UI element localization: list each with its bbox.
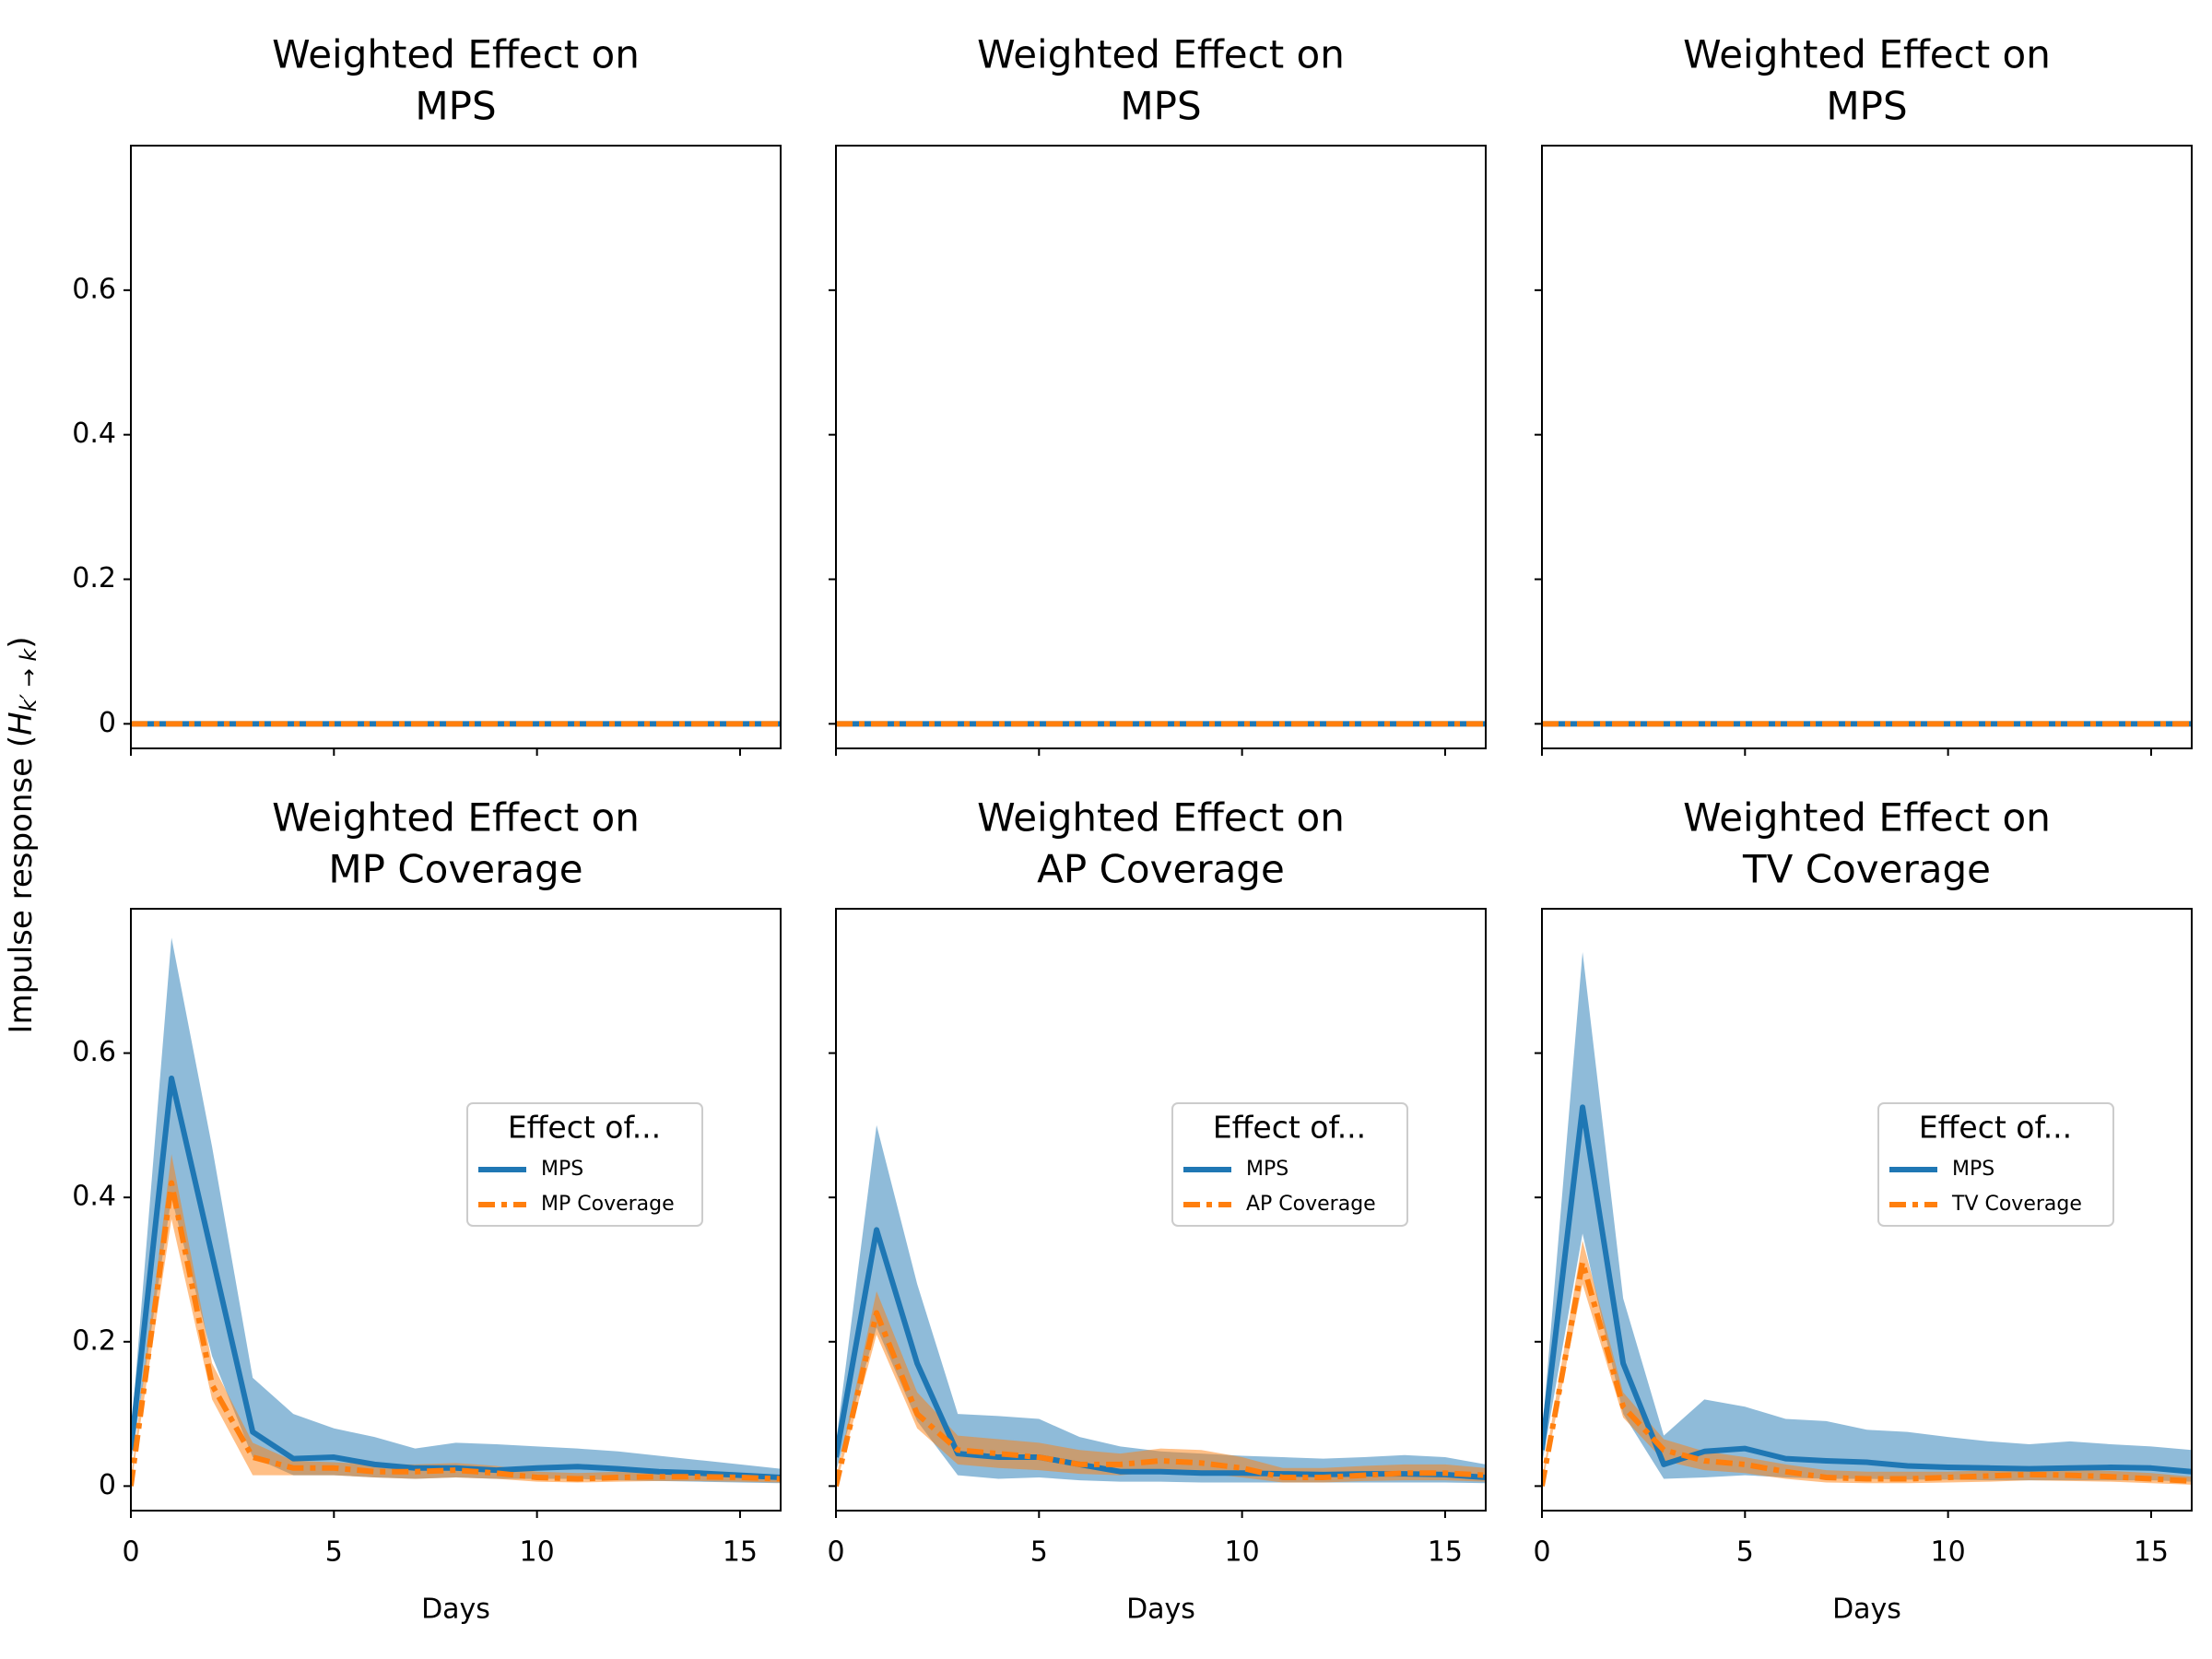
x-tick-label: 15 — [2134, 1536, 2169, 1569]
legend-label: MPS — [541, 1158, 583, 1181]
legend-title: Effect of... — [1213, 1110, 1366, 1146]
confidence-band — [836, 1290, 1486, 1487]
axes-frame — [835, 145, 1487, 749]
series-line — [836, 1310, 1486, 1488]
y-tick-label: 0 — [99, 1469, 116, 1501]
panel-title: Weighted Effect on — [1683, 795, 2051, 841]
axes-frame — [1541, 908, 2193, 1512]
x-axis-label: Days — [1126, 1594, 1195, 1626]
y-label-close: ) — [3, 636, 40, 648]
panel-title: Weighted Effect on — [977, 32, 1345, 77]
panel-title: Weighted Effect on — [272, 32, 640, 77]
y-label-text: Impulse response ( — [3, 735, 40, 1034]
series-line — [1542, 1104, 2192, 1475]
x-tick-label: 5 — [1736, 1536, 1754, 1569]
x-tick-label: 10 — [1225, 1536, 1260, 1569]
plot-area — [1542, 951, 2192, 1487]
panel-title: MPS — [415, 84, 496, 129]
panel-title: Weighted Effect on — [272, 795, 640, 841]
y-label-subscript: k′ → k — [16, 648, 41, 712]
axes-frame — [835, 908, 1487, 1512]
y-tick-label: 0.4 — [72, 1181, 116, 1213]
y-tick-label: 0.2 — [72, 562, 116, 594]
legend-label: TV Coverage — [1951, 1193, 2082, 1216]
panel-title: Weighted Effect on — [1683, 32, 2051, 77]
legend-box — [466, 1102, 703, 1227]
panel-title: MPS — [1826, 84, 1907, 129]
x-tick-label: 0 — [827, 1536, 844, 1569]
x-tick-label: 0 — [1533, 1536, 1550, 1569]
panel-title: MP Coverage — [328, 847, 582, 892]
x-tick-label: 10 — [520, 1536, 555, 1569]
x-axis-label: Days — [421, 1594, 490, 1626]
y-label-symbol: H — [3, 712, 40, 735]
axes-frame — [1541, 145, 2193, 749]
y-tick-label: 0.6 — [72, 273, 116, 305]
legend-label: MPS — [1246, 1158, 1288, 1181]
legend-title: Effect of... — [508, 1110, 661, 1146]
plot-area — [131, 937, 781, 1487]
plot-area — [836, 1124, 1486, 1488]
axes-frame — [130, 908, 782, 1512]
axes-frame — [130, 145, 782, 749]
legend-box — [1877, 1102, 2114, 1227]
y-axis-label: Impulse response (Hk′ → k) — [3, 636, 42, 1033]
y-tick-label: 0 — [99, 707, 116, 739]
series-line — [1542, 1259, 2192, 1487]
y-tick-label: 0.6 — [72, 1036, 116, 1068]
y-tick-label: 0.2 — [72, 1324, 116, 1357]
y-tick-label: 0.4 — [72, 418, 116, 450]
panel-title: Weighted Effect on — [977, 795, 1345, 841]
series-line — [131, 1076, 781, 1480]
series-line — [131, 1180, 781, 1487]
x-tick-label: 15 — [1428, 1536, 1463, 1569]
x-tick-label: 10 — [1931, 1536, 1966, 1569]
legend-label: AP Coverage — [1246, 1193, 1376, 1216]
x-tick-label: 5 — [325, 1536, 343, 1569]
x-tick-label: 5 — [1030, 1536, 1048, 1569]
legend-label: MPS — [1952, 1158, 1994, 1181]
legend-box — [1171, 1102, 1408, 1227]
x-tick-label: 0 — [122, 1536, 139, 1569]
x-tick-label: 15 — [723, 1536, 758, 1569]
legend-label: MP Coverage — [541, 1193, 675, 1216]
panel-title: AP Coverage — [1037, 847, 1285, 892]
panel-title: TV Coverage — [1742, 847, 1991, 892]
x-axis-label: Days — [1832, 1594, 1901, 1626]
panel-title: MPS — [1120, 84, 1201, 129]
legend-title: Effect of... — [1919, 1110, 2072, 1146]
